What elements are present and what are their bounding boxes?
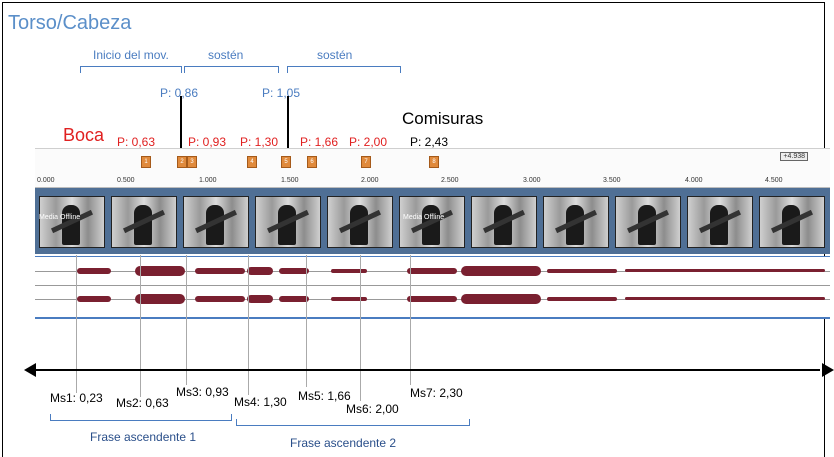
timeline-marker[interactable]: 8 xyxy=(429,156,439,168)
label-sosten-2: sostén xyxy=(317,48,353,62)
guide-line-ms3 xyxy=(186,255,187,385)
ruler-tick: 4.000 xyxy=(685,177,703,184)
phrase-label-1: Frase ascendente 1 xyxy=(90,430,197,444)
guide-line-ms2 xyxy=(140,255,141,397)
axis-arrow-right xyxy=(822,363,834,377)
ruler-tick: 3.000 xyxy=(523,177,541,184)
end-time-badge: +4.938 xyxy=(780,152,808,161)
marker-line-105 xyxy=(287,96,289,158)
video-frame xyxy=(39,196,105,248)
ruler-tick: 4.500 xyxy=(765,177,783,184)
bracket-sosten-2 xyxy=(287,66,401,73)
ms-label-2: Ms2: 0,63 xyxy=(116,396,169,410)
comisuras-label: Comisuras xyxy=(402,109,484,128)
timeline-marker[interactable]: 3 xyxy=(187,156,197,168)
media-offline-label: Media Offline xyxy=(403,214,445,221)
boca-label: Boca xyxy=(63,125,105,145)
video-frame xyxy=(687,196,753,248)
guide-line-ms1 xyxy=(76,255,77,393)
timeline-marker[interactable]: 7 xyxy=(361,156,371,168)
ruler-tick: 1.000 xyxy=(199,177,217,184)
bracket-frase-2 xyxy=(236,419,470,426)
ms-label-3: Ms3: 0,93 xyxy=(176,385,229,399)
video-frame xyxy=(183,196,249,248)
ruler-tick: 2.000 xyxy=(361,177,379,184)
video-frame xyxy=(615,196,681,248)
ruler-tick: 0.000 xyxy=(37,177,55,184)
guide-line-ms4 xyxy=(248,255,249,395)
label-inicio-mov: Inicio del mov. xyxy=(93,48,169,62)
video-frame xyxy=(327,196,393,248)
video-frame xyxy=(255,196,321,248)
timeline-marker[interactable]: 6 xyxy=(307,156,317,168)
boca-point-2: P: 0,93 xyxy=(188,135,227,149)
ruler-tick: 1.500 xyxy=(281,177,299,184)
timeline-marker[interactable]: 2 xyxy=(177,156,187,168)
timeline-marker[interactable]: 1 xyxy=(141,156,151,168)
video-frame xyxy=(399,196,465,248)
guide-line-ms7 xyxy=(410,255,411,385)
boca-point-3: P: 1,30 xyxy=(240,135,279,149)
time-axis xyxy=(30,369,820,371)
boca-point-1: P: 0,63 xyxy=(117,135,156,149)
ms-label-7: Ms7: 2,30 xyxy=(410,386,463,400)
figure-title: Torso/Cabeza xyxy=(8,12,132,34)
audio-track[interactable] xyxy=(35,256,830,319)
marker-line-086 xyxy=(180,96,182,158)
video-editor-timeline: 0.000 0.500 1.000 1.500 2.000 2.500 3.00… xyxy=(35,148,830,319)
video-frame xyxy=(471,196,537,248)
label-p-105: P: 1,05 xyxy=(262,86,301,100)
bracket-inicio xyxy=(80,66,182,73)
video-track[interactable]: Media Offline Media Offline xyxy=(35,188,830,254)
time-ruler[interactable]: 0.000 0.500 1.000 1.500 2.000 2.500 3.00… xyxy=(35,148,830,188)
ruler-tick: 2.500 xyxy=(441,177,459,184)
ms-label-6: Ms6: 2,00 xyxy=(346,402,399,416)
bracket-sosten-1 xyxy=(184,66,279,73)
label-sosten-1: sostén xyxy=(208,48,244,62)
ruler-tick: 0.500 xyxy=(117,177,135,184)
audio-divider xyxy=(35,285,830,286)
label-p-086: P: 0,86 xyxy=(160,86,199,100)
comisuras-point: P: 2,43 xyxy=(410,135,449,149)
bracket-frase-1 xyxy=(50,414,232,421)
phrase-label-2: Frase ascendente 2 xyxy=(290,436,397,450)
media-offline-label: Media Offline xyxy=(39,214,81,221)
video-frame xyxy=(543,196,609,248)
timeline-marker[interactable]: 5 xyxy=(281,156,291,168)
video-frame xyxy=(111,196,177,248)
guide-line-ms5 xyxy=(306,255,307,387)
ruler-tick: 3.500 xyxy=(603,177,621,184)
timeline-marker[interactable]: 4 xyxy=(247,156,257,168)
video-frame xyxy=(759,196,825,248)
guide-line-ms6 xyxy=(360,255,361,401)
ms-label-4: Ms4: 1,30 xyxy=(234,395,287,409)
ms-label-5: Ms5: 1,66 xyxy=(298,389,351,403)
ms-label-1: Ms1: 0,23 xyxy=(50,391,103,405)
boca-point-4: P: 1,66 xyxy=(300,135,339,149)
boca-point-5: P: 2,00 xyxy=(349,135,388,149)
audio-waveform xyxy=(77,266,825,304)
